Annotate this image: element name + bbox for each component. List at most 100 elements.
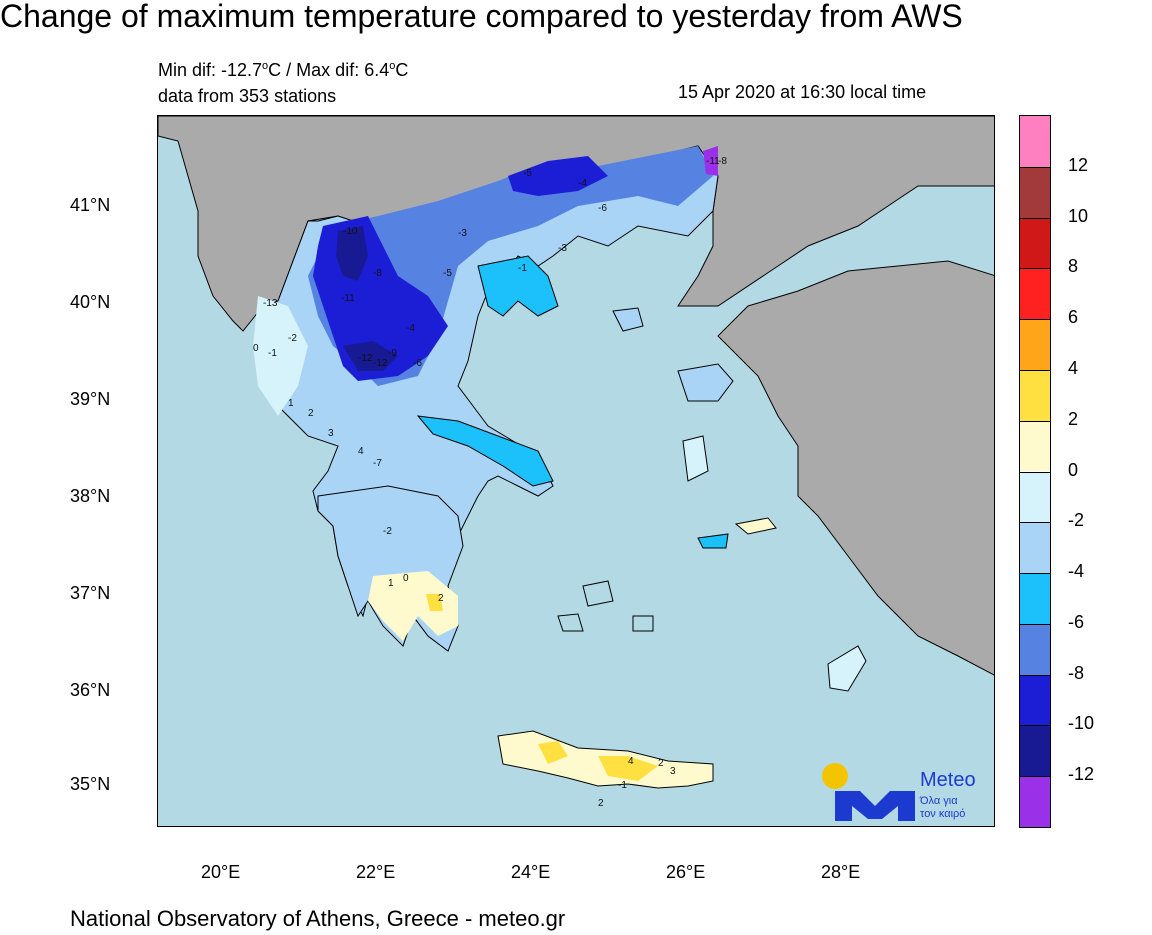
colorbar-label: -4 xyxy=(1068,561,1085,582)
station-value: -1 xyxy=(618,780,627,791)
lon-label-26: 26°E xyxy=(666,862,706,882)
colorbar-segment xyxy=(1020,776,1050,827)
colorbar-segment xyxy=(1020,166,1050,218)
samos xyxy=(697,533,729,549)
colorbar-segment xyxy=(1020,674,1050,726)
station-value: -1 xyxy=(268,348,277,359)
colorbar-label: 0 xyxy=(1068,459,1079,480)
colorbar-label: 8 xyxy=(1068,256,1079,277)
degree-sign: o xyxy=(262,60,269,72)
colorbar-label: -6 xyxy=(1068,611,1085,632)
station-value: -10 xyxy=(343,226,358,237)
lon-label-28: 28°E xyxy=(821,862,861,882)
lat-label-37: 37°N xyxy=(70,583,111,603)
colorbar-segment xyxy=(1020,725,1050,777)
meteo-brand-name: Meteo xyxy=(920,769,976,791)
map-title: Change of maximum temperature compared t… xyxy=(0,0,963,34)
timestamp: 15 Apr 2020 at 16:30 local time xyxy=(678,82,927,102)
station-value: -12 xyxy=(358,353,373,364)
meteo-tagline-1: Όλα για xyxy=(920,795,958,807)
min-max-difference: Min dif: -12.7oC / Max dif: 6.4oC xyxy=(158,60,408,81)
station-value: 4 xyxy=(358,446,364,457)
lon-label-20: 20°E xyxy=(201,862,241,882)
station-value: -2 xyxy=(383,526,392,537)
station-value: -13 xyxy=(263,298,278,309)
lat-label-41: 41°N xyxy=(70,195,111,215)
epirus-mild xyxy=(253,296,308,416)
colorbar-label: 2 xyxy=(1068,408,1079,429)
station-value: 4 xyxy=(628,756,634,767)
meteo-logo: Meteo Όλα για τον καιρό xyxy=(820,761,990,821)
crete-warm xyxy=(538,741,658,781)
meteo-m-sun-logo-icon xyxy=(822,763,915,821)
station-value: -2 xyxy=(288,333,297,344)
colorbar xyxy=(1019,115,1051,828)
euboea xyxy=(416,415,554,487)
min-diff-text: Min dif: -12.7 xyxy=(158,60,263,80)
station-value: 2 xyxy=(598,798,604,809)
station-count: data from 353 stations xyxy=(158,86,337,106)
colorbar-label: -12 xyxy=(1068,764,1095,785)
colorbar-segment xyxy=(1020,471,1050,523)
station-value: -3 xyxy=(458,228,467,239)
chios xyxy=(682,435,709,482)
station-value: -8 xyxy=(718,156,727,167)
colorbar-label: -8 xyxy=(1068,662,1085,683)
colorbar-segment xyxy=(1020,522,1050,574)
chalkidiki xyxy=(477,255,559,317)
colorbar-label: 12 xyxy=(1068,154,1089,175)
station-value: -4 xyxy=(406,323,415,334)
station-value: 2 xyxy=(658,758,664,769)
lesvos xyxy=(677,363,734,402)
celsius-unit: C xyxy=(268,60,282,80)
station-value: -8 xyxy=(373,268,382,279)
kos xyxy=(734,517,777,535)
colorbar-label: 4 xyxy=(1068,357,1079,378)
station-value: -6 xyxy=(413,358,422,369)
station-value: 0 xyxy=(253,343,259,354)
colorbar-segment xyxy=(1020,319,1050,370)
station-value: -6 xyxy=(598,203,607,214)
cyclades xyxy=(557,580,654,632)
colorbar-label: 6 xyxy=(1068,307,1079,328)
evros-extreme xyxy=(703,146,718,176)
meteo-tagline-2: τον καιρό xyxy=(920,808,966,820)
turkey-landmass xyxy=(717,260,994,676)
colorbar-segment xyxy=(1020,623,1050,675)
station-value: 0 xyxy=(403,573,409,584)
colorbar-segment xyxy=(1020,369,1050,421)
colorbar-segment xyxy=(1020,116,1050,167)
station-value: -7 xyxy=(373,458,382,469)
degree-sign: o xyxy=(389,60,396,72)
station-value: 3 xyxy=(670,766,676,777)
north-greece-coldest xyxy=(336,226,398,371)
station-value: -9 xyxy=(388,348,397,359)
station-value: 3 xyxy=(328,428,334,439)
lat-label-38: 38°N xyxy=(70,486,111,506)
colorbar-label: -2 xyxy=(1068,510,1085,531)
peloponnese-warm xyxy=(368,571,458,641)
colorbar-segment xyxy=(1020,420,1050,472)
peloponnese-warmest xyxy=(426,594,443,611)
celsius-unit: C xyxy=(395,60,409,80)
map-canvas: -10-8-11-12 -12-9-6-4-5-3-2-101234-7-13-1… xyxy=(158,116,994,809)
station-value: -5 xyxy=(443,268,452,279)
colorbar-label: 10 xyxy=(1068,205,1089,226)
station-value: 1 xyxy=(388,578,394,589)
station-value: 2 xyxy=(308,408,314,419)
colorbar-segment xyxy=(1020,217,1050,269)
station-value: -11 xyxy=(341,293,355,304)
station-value: -11 xyxy=(706,156,720,167)
station-value: 2 xyxy=(438,593,444,604)
station-value: -4 xyxy=(578,178,587,189)
temperature-difference-map: -10 -8 -11 -12 -12 -9 -6 -4 -5 -3 -2 -1 0 1 2 3 4 -7 -13 -1… xyxy=(157,115,995,827)
footer-credit: National Observatory of Athens, Greece -… xyxy=(70,906,566,931)
lat-label-36: 36°N xyxy=(70,680,111,700)
colorbar-label: -10 xyxy=(1068,713,1095,734)
station-value: -5 xyxy=(523,168,532,179)
colorbar-segment xyxy=(1020,573,1050,624)
station-value: 1 xyxy=(288,398,294,409)
max-diff-text: / Max dif: 6.4 xyxy=(281,60,390,80)
station-value: -3 xyxy=(558,243,567,254)
lat-label-35: 35°N xyxy=(70,774,111,794)
